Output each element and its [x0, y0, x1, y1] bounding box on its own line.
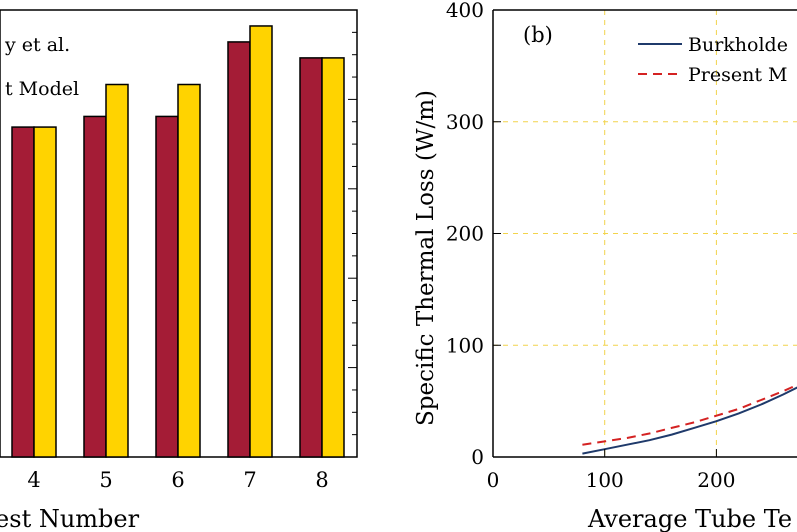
- x-tick-label-0: 0: [487, 468, 500, 492]
- x-tick-label-100: 100: [586, 468, 624, 492]
- line-chart-panel: 0 100 200 300 400 0 100 200 (b) Specific Therm…: [413, 0, 797, 532]
- bar-6-series-2: [177, 83, 201, 458]
- y-tick-label-100: 100: [446, 333, 484, 357]
- legend-label-series-1: y et al.: [4, 34, 70, 56]
- line-chart-x-tick-labels: 0 100 200: [487, 468, 736, 492]
- y-tick-label-0: 0: [471, 445, 484, 469]
- line-chart-legend: Burkholde Present M: [638, 34, 788, 86]
- bar-4-series-1: [11, 126, 35, 458]
- x-tick-label-5: 5: [99, 468, 112, 492]
- legend-label-burkholder: Burkholde: [688, 34, 788, 56]
- line-chart-axes: [492, 9, 797, 458]
- bar-7-series-1: [227, 41, 251, 458]
- bar-7-series-2: [249, 25, 273, 458]
- x-tick-label-8: 8: [315, 468, 328, 492]
- x-tick-label-4: 4: [27, 468, 40, 492]
- series-line-1: [582, 386, 797, 455]
- line-chart-y-tick-labels: 0 100 200 300 400: [446, 0, 484, 469]
- bar-4-series-2: [33, 126, 57, 458]
- panel-label: (b): [523, 23, 553, 47]
- bar-5-series-1: [83, 115, 107, 458]
- series-line-2: [582, 383, 797, 446]
- bar-5-series-2: [105, 83, 129, 458]
- y-tick-label-400: 400: [446, 0, 484, 22]
- legend-label-present-model: Present M: [688, 64, 787, 86]
- bar-chart-x-axis-label: Test Number: [0, 505, 140, 532]
- line-chart-grid: [493, 10, 797, 457]
- bar-chart-right-ticks: [348, 9, 357, 458]
- x-tick-label-6: 6: [171, 468, 184, 492]
- bar-chart-x-tick-labels: 4 5 6 7 8: [27, 468, 328, 492]
- bar-8-series-1: [299, 57, 323, 458]
- legend-label-series-2: t Model: [5, 78, 79, 100]
- x-tick-label-200: 200: [697, 468, 735, 492]
- bar-chart-bars: [11, 25, 345, 458]
- bar-8-series-2: [321, 57, 345, 458]
- bar-6-series-1: [155, 115, 179, 458]
- line-chart-series: [582, 383, 797, 455]
- bar-chart-legend: y et al. t Model: [4, 34, 79, 100]
- x-tick-label-7: 7: [243, 468, 256, 492]
- y-tick-label-300: 300: [446, 110, 484, 134]
- bar-chart-panel: 4 5 6 7 8 Test Number y et al. t Model: [0, 9, 358, 532]
- line-chart-y-axis-label: Specific Thermal Loss (W/m): [413, 90, 439, 426]
- y-tick-label-200: 200: [446, 222, 484, 246]
- line-chart-x-axis-label: Average Tube Te: [587, 505, 792, 532]
